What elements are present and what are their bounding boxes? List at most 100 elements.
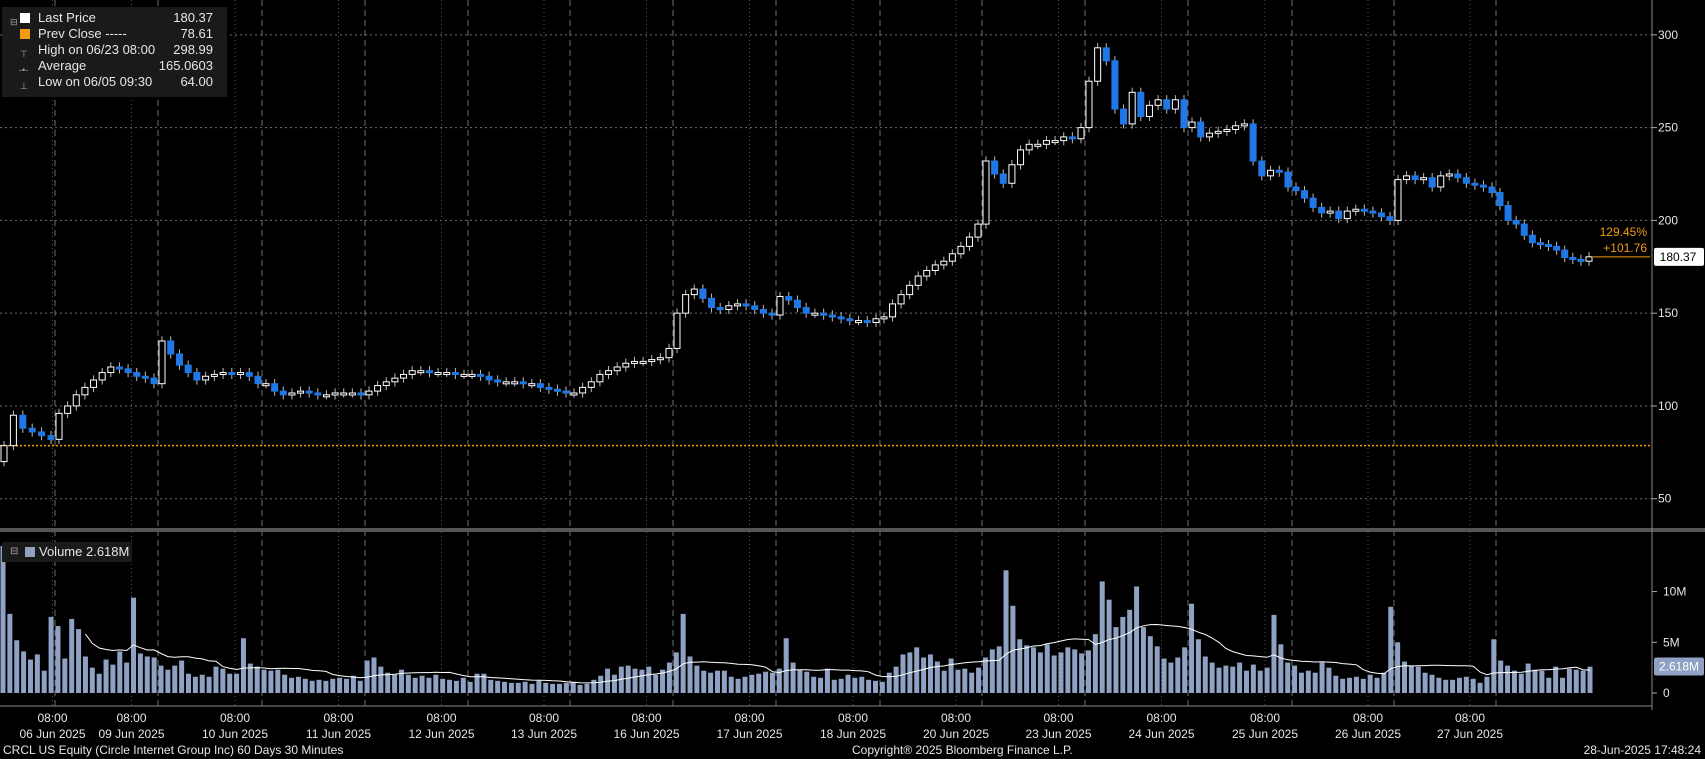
candle-up: [1214, 130, 1222, 134]
candle-down: [768, 312, 776, 316]
x-time-label: 08:00: [529, 711, 559, 725]
volume-bar: [172, 665, 178, 693]
volume-bar: [213, 666, 219, 693]
candle-up: [340, 392, 348, 396]
candle-up: [974, 223, 982, 238]
volume-bar: [453, 680, 459, 693]
last-price-swatch-icon: [20, 13, 30, 23]
candle-up: [1034, 143, 1042, 147]
candle-up: [1085, 80, 1093, 129]
last-price-tag-bg: [1654, 247, 1704, 266]
candle-down: [863, 320, 871, 324]
candle-up: [622, 362, 630, 368]
candle-down: [785, 295, 793, 301]
candle-up: [889, 303, 897, 318]
candle-up: [665, 347, 673, 359]
candle-up: [1188, 121, 1196, 129]
candle-down: [1335, 210, 1343, 220]
candle-up: [872, 318, 880, 323]
candle-down: [1120, 108, 1128, 125]
candle-up: [297, 390, 305, 394]
volume-bar: [529, 683, 535, 693]
candle-down: [228, 372, 236, 376]
candle-down: [1249, 123, 1257, 162]
candle-up: [965, 236, 973, 247]
prev-close-label: Prev Close -----: [38, 26, 127, 41]
volume-bar: [556, 683, 562, 693]
candle-down: [245, 372, 253, 377]
volume-bar: [103, 659, 109, 693]
candle-down: [846, 318, 854, 322]
collapse-icon[interactable]: ⊟: [10, 17, 18, 27]
candle-down: [1411, 175, 1419, 181]
candle-up: [940, 260, 948, 266]
prev-close-swatch-icon: [20, 29, 30, 39]
candle-up: [81, 386, 89, 396]
candle-up: [733, 303, 741, 307]
volume-bar: [756, 673, 762, 693]
volume-bar: [996, 646, 1002, 693]
x-time-label: 08:00: [220, 711, 250, 725]
candle-down: [133, 372, 141, 377]
volume-collapse-icon[interactable]: ⊟: [10, 546, 19, 557]
volume-bar: [76, 629, 82, 693]
volume-bar: [1010, 605, 1016, 693]
volume-bar: [392, 674, 398, 693]
candle-down: [1528, 234, 1536, 244]
volume-bar: [893, 666, 899, 693]
volume-bar: [1202, 656, 1208, 693]
volume-bar: [845, 674, 851, 693]
volume-bar: [419, 675, 425, 693]
volume-bar: [247, 663, 253, 693]
volume-bar: [1079, 653, 1085, 693]
volume-bar: [618, 666, 624, 693]
x-time-label: 08:00: [323, 711, 353, 725]
x-time-label: 08:00: [426, 711, 456, 725]
candle-up: [1025, 143, 1033, 151]
candle-up: [331, 392, 339, 396]
candle-up: [880, 316, 888, 320]
volume-tag-bg: [1654, 657, 1704, 676]
volume-bar: [385, 672, 391, 693]
candle-up: [957, 245, 965, 255]
volume-bar: [776, 668, 782, 693]
candle-up: [1223, 128, 1231, 132]
x-time-label: 08:00: [37, 711, 67, 725]
volume-bar: [199, 674, 205, 693]
volume-bar: [783, 638, 789, 693]
candle-up: [923, 269, 931, 277]
volume-bar: [1085, 650, 1091, 693]
candle-down: [1180, 99, 1188, 129]
candle-down: [536, 383, 544, 388]
volume-bar: [1134, 586, 1140, 693]
volume-bar: [859, 676, 865, 693]
candle-down: [1163, 99, 1171, 110]
volume-bar: [927, 654, 933, 693]
x-day-label: 24 Jun 2025: [1128, 727, 1194, 741]
volume-bar: [536, 680, 542, 693]
footer-security: CRCL US Equity (Circle Internet Group In…: [3, 743, 344, 757]
volume-bar: [735, 678, 741, 693]
candle-down: [425, 370, 433, 374]
last-price-tag: 180.37: [1660, 250, 1697, 264]
candle-down: [141, 375, 149, 379]
volume-bar: [1271, 614, 1277, 693]
candle-down: [1258, 160, 1266, 177]
candle-down: [451, 372, 459, 376]
volume-bar: [179, 660, 185, 693]
candle-down: [991, 160, 999, 175]
volume-bar: [261, 669, 267, 693]
candle-down: [1471, 182, 1479, 186]
volume-bar: [804, 671, 810, 693]
volume-bar: [1140, 627, 1146, 693]
volume-bar: [447, 679, 453, 693]
candle-up: [1017, 149, 1025, 166]
volume-bar: [838, 678, 844, 693]
candle-down: [1301, 190, 1309, 199]
volume-bar: [1539, 670, 1545, 693]
volume-bar: [1243, 670, 1249, 693]
volume-bar: [151, 657, 157, 693]
candle-down: [1561, 249, 1569, 259]
volume-bar: [818, 677, 824, 693]
candle-up: [98, 372, 106, 381]
